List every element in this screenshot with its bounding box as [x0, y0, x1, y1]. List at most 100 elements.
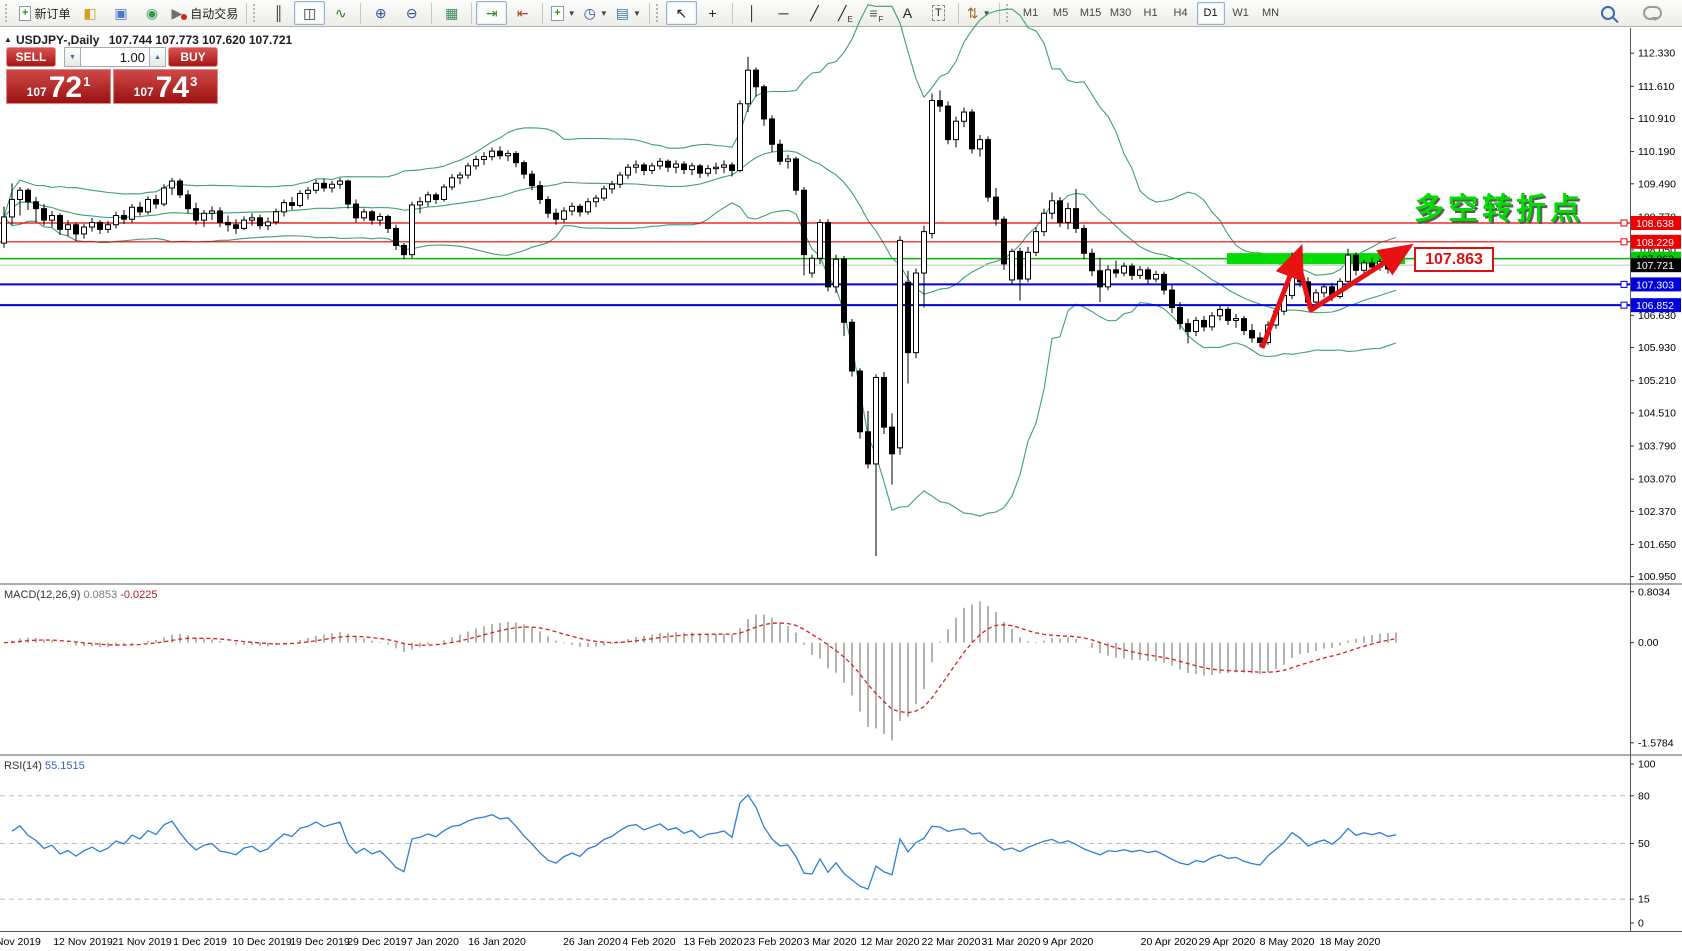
zoom-in-button[interactable]: ⊕: [365, 1, 396, 25]
macd-tick: 0.8034: [1638, 586, 1670, 598]
cursor-icon: ↖: [675, 5, 688, 21]
hline-handle[interactable]: [1620, 301, 1628, 309]
indicators-button[interactable]: + ▼: [547, 1, 579, 25]
tf-m1[interactable]: M1: [1022, 7, 1039, 19]
green-zone-rectangle[interactable]: [1227, 253, 1405, 265]
chat-icon[interactable]: [1637, 1, 1668, 25]
date-label: 29 Apr 2020: [1199, 936, 1256, 948]
arrows-button[interactable]: ⇅ ▼: [963, 1, 995, 25]
hline-handle[interactable]: [1620, 238, 1628, 246]
periods-button[interactable]: ◷ ▼: [580, 1, 612, 25]
date-label: 1 Dec 2019: [173, 936, 227, 948]
auto-trading-status-dot: [181, 14, 188, 20]
price-chip: [1631, 277, 1681, 292]
hline-handle[interactable]: [1620, 280, 1628, 288]
date-label: 29 Dec 2019: [347, 936, 407, 948]
bar-chart-button[interactable]: ║: [263, 1, 294, 25]
signals-icon[interactable]: ◉: [136, 1, 167, 25]
one-click-trading-panel: SELL ▼ 1.00 ▲ BUY 107 72 1 107 74 3: [6, 47, 218, 104]
tile-windows-icon: ▦: [445, 5, 459, 21]
price-tick: 110.910: [1638, 113, 1675, 125]
buy-price-button[interactable]: 107 74 3: [113, 69, 218, 104]
label-button[interactable]: T: [923, 1, 954, 25]
date-label: 22 Mar 2020: [922, 936, 981, 948]
tf-h4[interactable]: H4: [1173, 7, 1188, 19]
auto-trading-button[interactable]: ▶ 自动交易: [167, 1, 242, 25]
zoom-out-button[interactable]: ⊖: [396, 1, 427, 25]
price-chip: [1631, 216, 1681, 230]
date-label: 19 Dec 2019: [290, 936, 350, 948]
price-tick: 101.650: [1638, 539, 1676, 551]
tf-d1[interactable]: D1: [1196, 1, 1225, 25]
price-tick: 106.630: [1638, 310, 1676, 322]
crosshair-button[interactable]: +: [697, 1, 728, 25]
text-button[interactable]: A: [892, 1, 923, 25]
candlestick-icon: ◫: [303, 5, 317, 21]
auto-trading-button-label: 自动交易: [190, 6, 239, 21]
one-click-collapse-icon[interactable]: ▲: [4, 35, 12, 44]
annotation-text[interactable]: 多空转折点: [1414, 193, 1584, 226]
date-label: 21 Nov 2019: [112, 936, 172, 948]
volume-input[interactable]: 1.00: [81, 47, 149, 67]
market-watch-icon[interactable]: ◧: [74, 1, 105, 25]
toolbar: + 新订单 ◧ ▣ ◉ ▶ 自动交易 ║ ◫ ∿ ⊕ ⊖ ▦ ⇥ ⇤ + ▼ ◷ ▼ ▤ ▼ ↖ + │ ─ ╱ ╱ E ≡ F A T ⇅ ▼ M…: [0, 0, 1682, 27]
price-tick: 105.930: [1638, 342, 1676, 354]
signals-icon-icon: ◉: [145, 5, 159, 21]
candlestick-button[interactable]: ◫: [294, 1, 326, 25]
line-chart-button[interactable]: ∿: [325, 1, 356, 25]
date-label: 12 Mar 2020: [861, 936, 920, 948]
search-icon[interactable]: [1592, 1, 1623, 25]
tf-h1[interactable]: H1: [1143, 7, 1158, 19]
date-label: 10 Dec 2019: [232, 936, 292, 948]
chart-shift-button[interactable]: ⇤: [507, 1, 538, 25]
rsi-tick: 15: [1638, 894, 1650, 906]
trendline-icon: ╱: [810, 5, 819, 21]
date-label: 31 Mar 2020: [982, 936, 1041, 948]
chart-title: USDJPY-,Daily 107.744 107.773 107.620 10…: [16, 33, 292, 47]
macd-signal-value: -0.0225: [120, 589, 158, 601]
trendline-button[interactable]: ╱: [799, 1, 830, 25]
price-tick: 111.610: [1638, 81, 1675, 93]
new-order-button[interactable]: + 新订单: [15, 1, 74, 25]
horizontal-line-button[interactable]: ─: [768, 1, 799, 25]
fibonacci-button[interactable]: ≡ F: [869, 5, 884, 24]
templates-button[interactable]: ▤ ▼: [612, 1, 645, 25]
date-label: 13 Feb 2020: [684, 936, 743, 948]
chart-symbol: USDJPY-,Daily: [16, 33, 100, 47]
auto-trading-icon: ▶: [171, 5, 183, 21]
search-icon: [1600, 6, 1615, 20]
hline-handle[interactable]: [1620, 219, 1628, 227]
vertical-line-button[interactable]: │: [737, 1, 768, 25]
price-chip-text: 108.229: [1636, 237, 1674, 249]
templates-icon: ▤: [615, 5, 629, 21]
auto-scroll-button[interactable]: ⇥: [476, 1, 508, 25]
new-order-icon: +: [19, 5, 32, 21]
cursor-button[interactable]: ↖: [665, 1, 697, 25]
trend-arrow[interactable]: [1259, 243, 1414, 349]
auto-scroll-icon: ⇥: [485, 5, 498, 21]
tile-windows-button[interactable]: ▦: [436, 1, 467, 25]
sell-button[interactable]: SELL: [6, 47, 56, 67]
tf-m30[interactable]: M30: [1109, 7, 1132, 19]
zoom-in-icon: ⊕: [374, 5, 387, 21]
tf-w1[interactable]: W1: [1232, 7, 1249, 19]
price-chip-text: 107.303: [1636, 279, 1674, 291]
price-tick: 105.210: [1638, 375, 1676, 387]
tf-m15[interactable]: M15: [1079, 7, 1102, 19]
expert-advisors-icon[interactable]: ▣: [105, 1, 136, 25]
sell-price-sup: 1: [83, 74, 91, 89]
volume-up-button[interactable]: ▲: [149, 47, 166, 67]
buy-button[interactable]: BUY: [168, 47, 218, 67]
date-label: 18 May 2020: [1320, 936, 1381, 948]
tf-m5[interactable]: M5: [1052, 7, 1069, 19]
date-label: 16 Jan 2020: [468, 936, 526, 948]
volume-down-button[interactable]: ▼: [64, 47, 81, 67]
macd-label: MACD(12,26,9) 0.0853 -0.0225: [4, 589, 158, 601]
sell-price-button[interactable]: 107 72 1: [6, 69, 111, 104]
tf-mn[interactable]: MN: [1262, 7, 1280, 19]
channel-button[interactable]: ╱ E: [838, 5, 853, 24]
price-tag-label[interactable]: 107.863: [1414, 247, 1494, 272]
rsi-value: 55.1515: [44, 760, 85, 772]
